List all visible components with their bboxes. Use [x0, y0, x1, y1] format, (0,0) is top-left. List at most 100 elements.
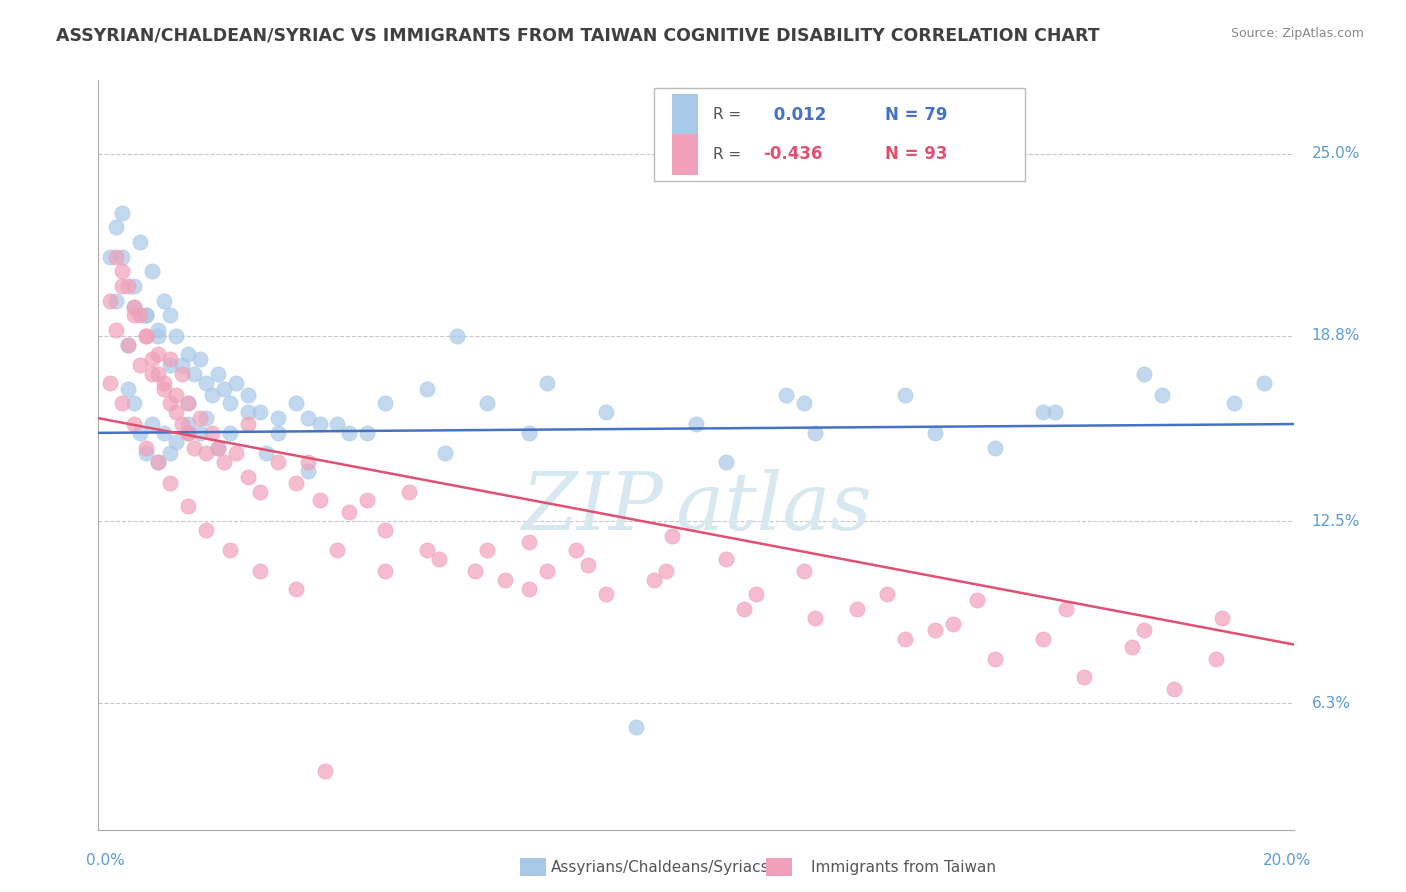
Point [284, 582, 307, 596]
Point [464, 564, 486, 578]
Point [876, 587, 898, 601]
Point [124, 279, 146, 293]
Point [427, 552, 450, 566]
Point [219, 396, 242, 410]
Point [225, 376, 247, 390]
Point [183, 441, 205, 455]
Point [297, 455, 319, 469]
Text: -0.436: -0.436 [763, 145, 823, 163]
Point [111, 205, 134, 219]
Point [733, 602, 755, 616]
Point [356, 493, 378, 508]
Point [1163, 681, 1185, 696]
Point [129, 309, 152, 323]
Point [924, 623, 946, 637]
Point [326, 543, 349, 558]
Point [148, 455, 170, 469]
Point [105, 293, 128, 308]
Text: 20.0%: 20.0% [1263, 853, 1312, 868]
Point [172, 417, 194, 431]
Point [1032, 405, 1054, 419]
Point [595, 587, 617, 601]
Bar [672, 95, 699, 136]
Point [105, 250, 128, 264]
Point [207, 441, 229, 455]
Point [284, 396, 307, 410]
Point [98, 250, 122, 264]
Point [475, 543, 498, 558]
Point [236, 470, 259, 484]
Point [117, 337, 139, 351]
Point [894, 387, 917, 401]
Point [105, 220, 128, 235]
Point [159, 309, 181, 323]
Text: 18.8%: 18.8% [1312, 328, 1360, 343]
Point [249, 564, 271, 578]
Point [148, 455, 170, 469]
Point [267, 411, 290, 425]
Point [177, 417, 200, 431]
Point [536, 376, 558, 390]
Point [129, 359, 152, 373]
Point [236, 417, 259, 431]
Point [111, 396, 134, 410]
Text: R =: R = [713, 147, 745, 162]
Point [249, 405, 271, 419]
Point [148, 346, 170, 360]
Point [284, 475, 307, 490]
Point [326, 417, 349, 431]
Point [249, 484, 271, 499]
Point [494, 573, 516, 587]
Point [165, 329, 187, 343]
Point [685, 417, 707, 431]
Point [297, 464, 319, 478]
Point [775, 387, 797, 401]
Point [135, 309, 157, 323]
Point [188, 411, 211, 425]
Point [219, 425, 242, 440]
Point [894, 632, 917, 646]
Text: Assyrians/Chaldeans/Syriacs: Assyrians/Chaldeans/Syriacs [551, 860, 769, 874]
Point [225, 446, 247, 460]
Point [374, 523, 396, 537]
Point [308, 493, 330, 508]
Text: 0.012: 0.012 [768, 106, 825, 124]
Point [793, 564, 815, 578]
Point [135, 329, 157, 343]
Point [984, 441, 1007, 455]
Point [1205, 652, 1227, 666]
Point [1152, 387, 1174, 401]
Point [339, 425, 361, 440]
Point [434, 446, 457, 460]
Point [111, 250, 134, 264]
Point [159, 446, 181, 460]
Point [374, 396, 396, 410]
Point [148, 323, 170, 337]
Point [105, 323, 128, 337]
Point [153, 376, 176, 390]
Point [195, 376, 218, 390]
Point [135, 329, 157, 343]
Text: N = 93: N = 93 [884, 145, 948, 163]
Point [195, 523, 218, 537]
Text: ASSYRIAN/CHALDEAN/SYRIAC VS IMMIGRANTS FROM TAIWAN COGNITIVE DISABILITY CORRELAT: ASSYRIAN/CHALDEAN/SYRIAC VS IMMIGRANTS F… [56, 27, 1099, 45]
Point [374, 564, 396, 578]
Point [267, 455, 290, 469]
Point [517, 425, 540, 440]
Point [661, 529, 683, 543]
Point [165, 434, 187, 449]
Point [148, 329, 170, 343]
Point [643, 573, 665, 587]
Point [124, 300, 146, 314]
Point [141, 417, 163, 431]
Point [1133, 367, 1156, 381]
Point [267, 425, 290, 440]
Point [153, 382, 176, 396]
Point [153, 293, 176, 308]
Point [172, 359, 194, 373]
Point [111, 279, 134, 293]
Point [536, 564, 558, 578]
Point [201, 387, 224, 401]
Point [177, 425, 200, 440]
Point [124, 396, 146, 410]
